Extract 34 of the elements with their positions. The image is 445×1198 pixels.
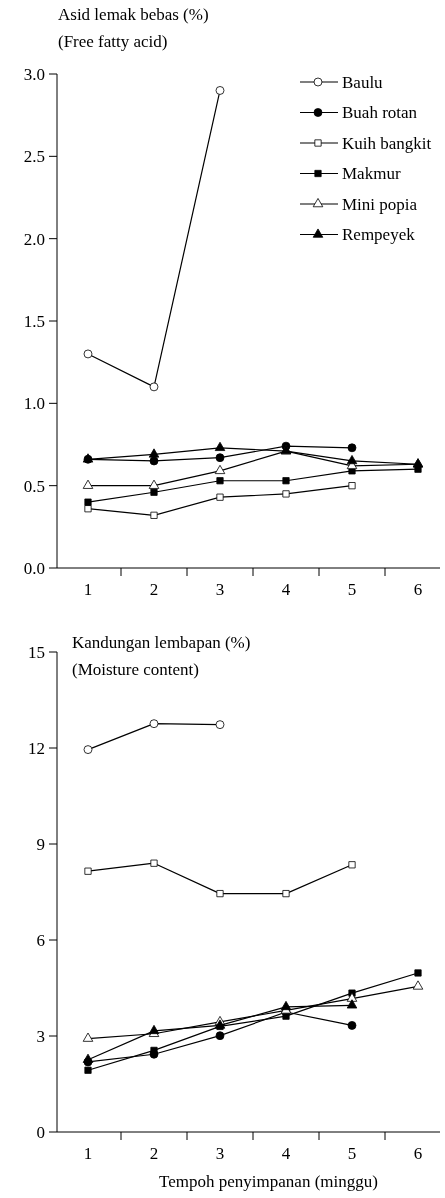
y-tick-label: 3.0 xyxy=(23,64,45,84)
x-tick-label: 5 xyxy=(347,580,357,599)
y-tick-label: 0 xyxy=(36,1122,45,1142)
y-tick-label: 9 xyxy=(36,834,45,854)
x-tick-label: 6 xyxy=(413,580,423,599)
y-tick-label: 2.0 xyxy=(23,229,45,249)
x-tick-label: 2 xyxy=(149,580,159,599)
x-tick-label: 1 xyxy=(83,1144,93,1163)
y-axis-title: Kandungan lembapan (%) (Moisture content) xyxy=(72,633,251,679)
y-tick-label: 0.0 xyxy=(23,558,45,578)
y-tick-label: 1.5 xyxy=(23,311,45,331)
legend-label: Makmur xyxy=(342,164,401,184)
x-tick-label: 3 xyxy=(215,580,225,599)
y-tick-label: 1.0 xyxy=(23,394,45,414)
y-tick-label: 15 xyxy=(28,642,45,662)
x-tick-label: 3 xyxy=(215,1144,225,1163)
y-tick-label: 3 xyxy=(36,1026,45,1046)
x-tick-label: 6 xyxy=(413,1144,423,1163)
y-tick-label: 2.5 xyxy=(23,147,45,167)
legend-label: Rempeyek xyxy=(342,225,416,245)
y-tick-label: 6 xyxy=(36,930,45,950)
legend-label: Buah rotan xyxy=(342,103,418,123)
x-tick-label: 4 xyxy=(281,580,291,599)
y-tick-label: 0.5 xyxy=(23,476,45,496)
x-tick-label: 2 xyxy=(149,1144,159,1163)
legend-label: Kuih bangkit xyxy=(342,133,432,153)
x-axis-title: Tempoh penyimpanan (minggu) xyxy=(159,1172,378,1191)
legend-label: Baulu xyxy=(342,72,384,92)
y-tick-label: 12 xyxy=(28,738,45,758)
legend-label: Mini popia xyxy=(342,194,418,214)
x-tick-label: 5 xyxy=(347,1144,357,1163)
x-tick-label: 4 xyxy=(281,1144,291,1163)
y-axis-title: Asid lemak bebas (%) (Free fatty acid) xyxy=(58,5,209,51)
x-tick-label: 1 xyxy=(83,580,93,599)
